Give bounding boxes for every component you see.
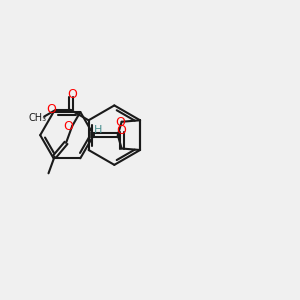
Text: H: H bbox=[93, 125, 102, 135]
Text: O: O bbox=[67, 88, 77, 101]
Text: O: O bbox=[115, 116, 125, 129]
Text: CH₃: CH₃ bbox=[28, 113, 47, 123]
Text: O: O bbox=[117, 124, 127, 136]
Text: O: O bbox=[64, 120, 74, 133]
Text: O: O bbox=[46, 103, 56, 116]
